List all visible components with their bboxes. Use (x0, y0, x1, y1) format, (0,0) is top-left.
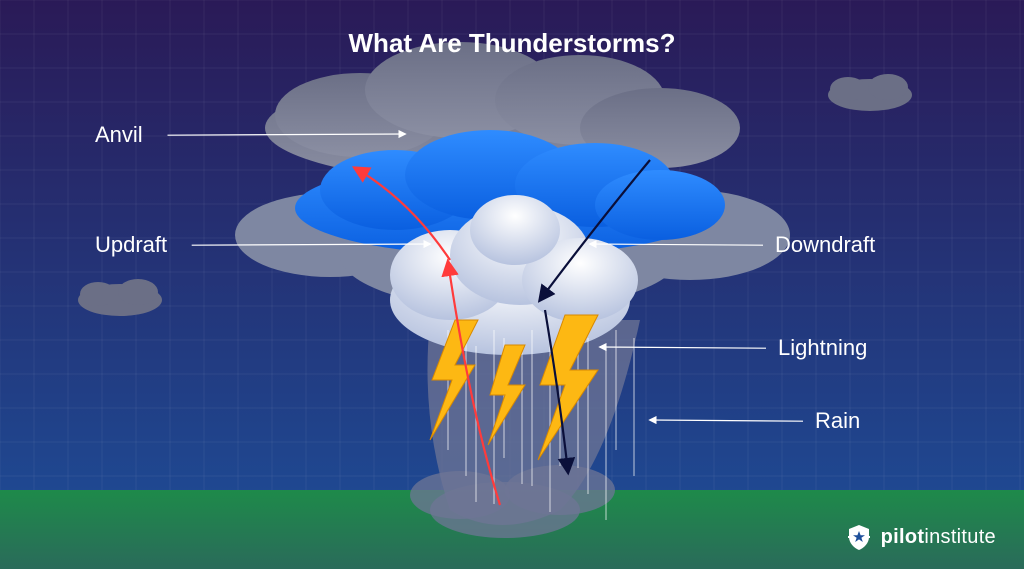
brand-light: institute (924, 526, 996, 548)
label-downdraft: Downdraft (775, 232, 875, 258)
diagram-title: What Are Thunderstorms? (0, 28, 1024, 59)
shield-star-icon (845, 523, 873, 551)
scene-svg (0, 0, 1024, 569)
diagram-canvas: What Are Thunderstorms? Anvil Updraft Do… (0, 0, 1024, 569)
label-rain: Rain (815, 408, 860, 434)
brand-logo: pilotinstitute (845, 523, 996, 551)
brand-text: pilotinstitute (881, 526, 996, 549)
label-anvil: Anvil (95, 122, 143, 148)
label-lightning: Lightning (778, 335, 867, 361)
brand-bold: pilot (881, 526, 925, 548)
label-updraft: Updraft (95, 232, 167, 258)
distant-cloud (78, 279, 162, 316)
distant-cloud (828, 74, 912, 111)
